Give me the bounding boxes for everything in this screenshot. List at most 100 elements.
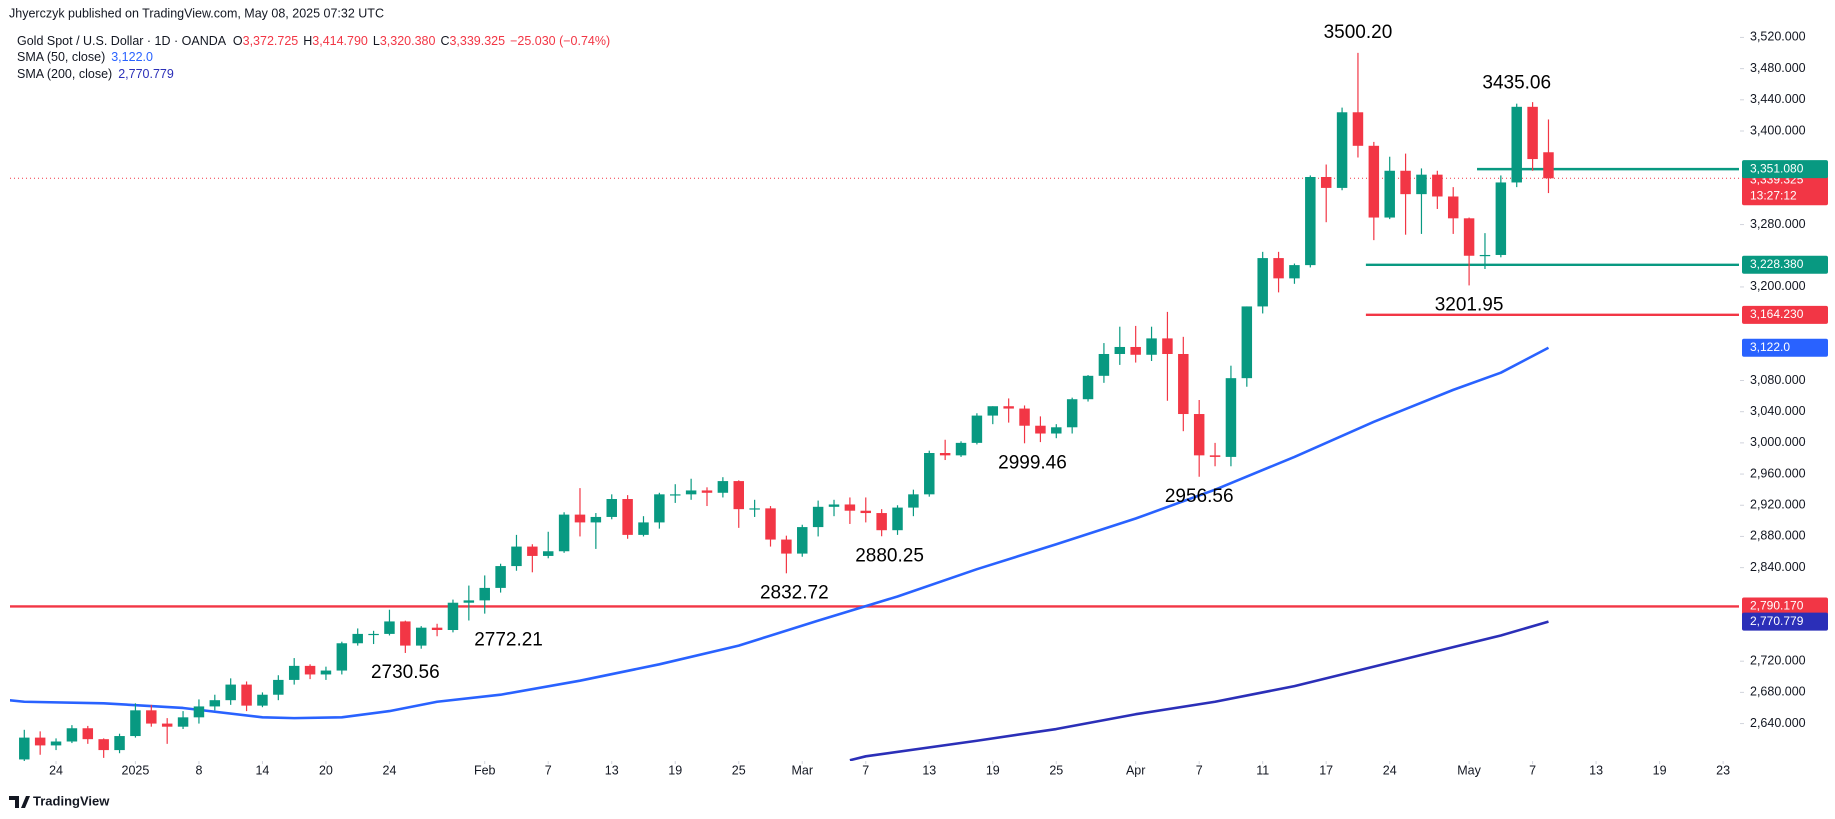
sma-legend: SMA (200, close) 2,770.779 bbox=[17, 67, 174, 81]
y-tick-label: 3,200.000 bbox=[1750, 279, 1806, 293]
price-annotation: 2956.56 bbox=[1165, 486, 1234, 507]
candle-body bbox=[924, 453, 935, 495]
sma-badge bbox=[1742, 612, 1828, 631]
candle-body bbox=[431, 627, 443, 631]
sma-badge-label: 2,770.779 bbox=[1750, 614, 1804, 628]
candle-body bbox=[1209, 455, 1221, 457]
candle-body bbox=[1178, 353, 1189, 415]
candle-body bbox=[638, 522, 649, 535]
candle-body bbox=[812, 506, 824, 528]
sma-line bbox=[10, 346, 1550, 720]
candle-body bbox=[479, 587, 490, 601]
y-tick-label: 3,000.000 bbox=[1750, 435, 1806, 449]
symbol-legend: Gold Spot / U.S. Dollar · 1D · OANDA O3,… bbox=[17, 34, 610, 48]
candle-body bbox=[1463, 218, 1475, 256]
level-badge-label: 3,164.230 bbox=[1750, 307, 1804, 321]
candle-body bbox=[1003, 406, 1014, 409]
brand-name: TradingView bbox=[33, 793, 110, 808]
candle-body bbox=[765, 508, 776, 540]
price-annotation: 2880.25 bbox=[855, 545, 924, 566]
price-annotation: 3435.06 bbox=[1482, 73, 1551, 94]
candle-body bbox=[844, 504, 856, 511]
candle-body bbox=[1305, 176, 1316, 266]
candle-body bbox=[987, 406, 999, 416]
candle-body bbox=[558, 514, 570, 552]
sma-line bbox=[849, 620, 1549, 761]
candle-body bbox=[1336, 112, 1348, 188]
candle-body bbox=[447, 602, 459, 631]
candle-body bbox=[1098, 353, 1110, 376]
candle-body bbox=[622, 499, 633, 535]
candle-body bbox=[606, 499, 617, 517]
sma-value: 3,122.0 bbox=[111, 50, 153, 64]
candle-body bbox=[384, 621, 395, 634]
y-tick-label: 3,400.000 bbox=[1750, 123, 1806, 137]
level-badge bbox=[1742, 160, 1828, 179]
x-tick-label: 23 bbox=[1716, 763, 1730, 777]
price-annotation: 2999.46 bbox=[998, 452, 1067, 473]
candle-body bbox=[527, 546, 538, 556]
candle-body bbox=[1066, 399, 1078, 428]
candle-body bbox=[1289, 265, 1300, 279]
y-tick-label: 2,880.000 bbox=[1750, 529, 1806, 543]
x-tick-label: 19 bbox=[986, 763, 1000, 777]
ohlc-value: 3,320.380 bbox=[380, 34, 436, 48]
candle-body bbox=[1130, 346, 1141, 355]
candle-body bbox=[1162, 338, 1173, 354]
candle-body bbox=[1225, 378, 1237, 457]
level-badge-label: 3,228.380 bbox=[1750, 257, 1804, 271]
candle-body bbox=[1400, 170, 1411, 195]
x-tick-label: 17 bbox=[1319, 763, 1333, 777]
candle-body bbox=[336, 643, 348, 671]
candle-body bbox=[1320, 176, 1332, 188]
candle-body bbox=[257, 694, 268, 706]
candle-body bbox=[130, 710, 141, 737]
candle-body bbox=[114, 736, 125, 751]
x-tick-label: Feb bbox=[474, 763, 496, 777]
ohlc-value: 3,372.725 bbox=[243, 34, 299, 48]
sma-name: SMA (200, close) bbox=[17, 67, 112, 81]
candle-body bbox=[1495, 182, 1507, 255]
x-tick-label: 14 bbox=[255, 763, 269, 777]
y-tick-label: 2,960.000 bbox=[1750, 466, 1806, 480]
candle-body bbox=[304, 665, 316, 675]
candle-body bbox=[495, 566, 506, 588]
candle-body bbox=[971, 415, 983, 443]
candle-body bbox=[146, 710, 157, 724]
x-tick-label: 13 bbox=[605, 763, 619, 777]
candle-body bbox=[1543, 152, 1554, 179]
candle-body bbox=[400, 621, 411, 646]
candle-body bbox=[66, 728, 78, 742]
candle-body bbox=[1019, 408, 1030, 426]
candle-body bbox=[1146, 338, 1157, 355]
x-tick-label: 25 bbox=[1049, 763, 1063, 777]
price-annotation: 3500.20 bbox=[1324, 22, 1393, 43]
candle-body bbox=[797, 527, 808, 554]
candle-body bbox=[701, 490, 713, 493]
candle-body bbox=[685, 490, 697, 495]
candle-body bbox=[955, 442, 967, 456]
ohlc-key: C bbox=[440, 34, 449, 48]
y-tick-label: 3,040.000 bbox=[1750, 404, 1806, 418]
ohlc-key: L bbox=[373, 34, 380, 48]
candle-body bbox=[1193, 414, 1205, 456]
candle-body bbox=[1527, 106, 1538, 160]
candle-body bbox=[19, 737, 30, 760]
y-tick-label: 2,640.000 bbox=[1750, 716, 1806, 730]
overlay: 3500.20 3435.06 3201.95 2956.56 2999.46 2880.… bbox=[371, 22, 1828, 683]
candle-body bbox=[1511, 106, 1522, 183]
published-line: Jhyerczyk published on TradingView.com, … bbox=[9, 6, 384, 20]
candle-body bbox=[177, 717, 189, 727]
level-badge-label: 3,351.080 bbox=[1750, 161, 1804, 175]
last-price-badge bbox=[1742, 171, 1828, 206]
candle-body bbox=[225, 684, 236, 701]
price-annotation: 2772.21 bbox=[474, 630, 543, 651]
x-tick-label: 19 bbox=[668, 763, 682, 777]
ohlc-value: 3,414.790 bbox=[312, 34, 368, 48]
candle-body bbox=[939, 453, 951, 456]
candle-body bbox=[670, 494, 681, 496]
candle-body bbox=[1035, 425, 1046, 434]
